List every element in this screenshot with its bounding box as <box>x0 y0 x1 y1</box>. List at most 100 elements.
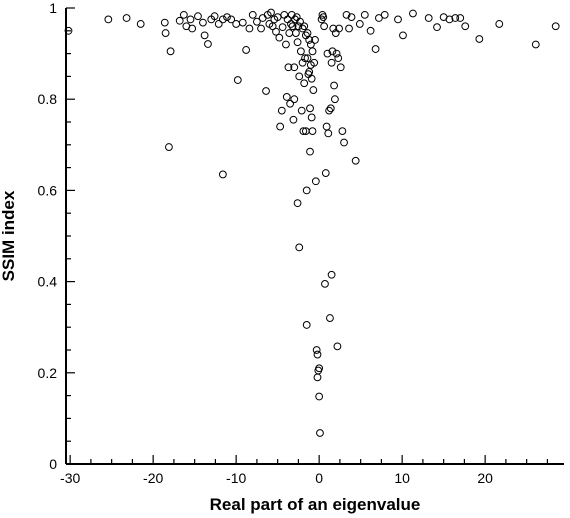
data-point <box>311 36 319 44</box>
data-point <box>355 20 364 28</box>
data-point <box>282 93 291 101</box>
data-point <box>305 36 314 44</box>
data-point <box>223 13 231 22</box>
data-point <box>340 138 348 147</box>
data-point <box>321 279 329 288</box>
data-point <box>258 14 267 22</box>
data-point <box>288 22 297 31</box>
x-axis-ticks: -30 -20 -10 0 10 20 <box>60 455 549 486</box>
data-point <box>327 270 336 279</box>
data-point <box>253 17 261 26</box>
data-point <box>233 76 242 84</box>
data-point <box>336 63 345 72</box>
data-point <box>303 54 312 63</box>
data-point <box>305 67 314 76</box>
y-tick-label: 1 <box>49 0 57 16</box>
data-point <box>293 199 302 208</box>
data-point <box>451 14 460 22</box>
data-points <box>64 8 560 437</box>
data-point <box>445 15 454 24</box>
data-point <box>245 24 254 33</box>
data-point <box>424 14 433 22</box>
data-point <box>165 143 173 151</box>
y-axis-ticks: 0 0.2 0.4 0.6 0.8 1 <box>38 0 75 472</box>
data-point <box>375 14 383 22</box>
y-tick-label: 0 <box>49 456 57 472</box>
data-point <box>293 38 302 47</box>
x-tick-label: -10 <box>226 470 246 486</box>
data-point <box>307 113 316 122</box>
data-point <box>298 24 307 33</box>
data-point <box>313 373 322 382</box>
data-point <box>295 243 304 252</box>
x-tick-label: -20 <box>143 470 163 486</box>
data-point <box>345 24 353 33</box>
data-point <box>199 18 207 27</box>
data-point <box>317 15 326 24</box>
data-point <box>200 31 209 40</box>
data-point <box>328 47 337 56</box>
data-point <box>280 10 289 19</box>
data-point <box>321 169 330 177</box>
data-point <box>272 27 280 36</box>
data-point <box>161 29 170 37</box>
data-point <box>394 15 402 24</box>
data-point <box>262 87 270 95</box>
data-point <box>327 58 336 67</box>
data-point <box>531 40 540 49</box>
data-point <box>347 13 356 22</box>
data-point <box>194 12 202 21</box>
data-point <box>287 20 295 28</box>
data-point <box>122 14 131 22</box>
data-point <box>267 8 275 17</box>
data-point <box>320 22 329 31</box>
data-point <box>296 17 304 26</box>
data-point <box>311 177 320 186</box>
data-point <box>291 15 299 24</box>
data-point <box>551 22 560 31</box>
data-point <box>136 20 145 28</box>
data-point <box>333 342 342 351</box>
data-point <box>475 35 484 43</box>
data-point <box>188 24 197 33</box>
data-point <box>290 63 299 72</box>
data-point <box>299 127 308 136</box>
data-point <box>175 16 184 25</box>
data-point <box>326 314 334 322</box>
data-point <box>303 29 312 37</box>
data-point <box>284 63 293 72</box>
data-point <box>380 10 389 19</box>
data-point <box>309 86 318 94</box>
data-point <box>302 186 311 195</box>
data-point <box>456 14 465 22</box>
x-tick-label: 10 <box>394 470 410 486</box>
data-point <box>308 127 317 136</box>
data-point <box>186 15 195 24</box>
data-point <box>306 104 314 113</box>
data-point <box>160 18 169 27</box>
data-point <box>204 40 212 48</box>
data-point <box>283 15 292 24</box>
data-point <box>232 20 241 28</box>
y-tick-label: 0.6 <box>38 182 58 198</box>
data-point <box>324 129 333 138</box>
data-point <box>64 26 73 35</box>
plot-frame <box>65 8 564 465</box>
data-point <box>104 15 113 24</box>
data-point <box>179 10 188 19</box>
data-point <box>227 15 236 24</box>
data-point <box>325 106 334 115</box>
data-point <box>342 10 351 19</box>
data-point <box>276 122 285 131</box>
data-point <box>300 79 309 88</box>
y-axis-title: SSIM index <box>0 190 18 281</box>
data-point <box>433 23 441 32</box>
x-axis-title: Real part of an eigenvalue <box>210 495 421 514</box>
data-point <box>331 95 339 104</box>
data-point <box>307 74 316 83</box>
data-point <box>273 13 282 22</box>
data-point <box>306 147 314 156</box>
data-point <box>278 23 287 32</box>
data-point <box>409 9 417 18</box>
